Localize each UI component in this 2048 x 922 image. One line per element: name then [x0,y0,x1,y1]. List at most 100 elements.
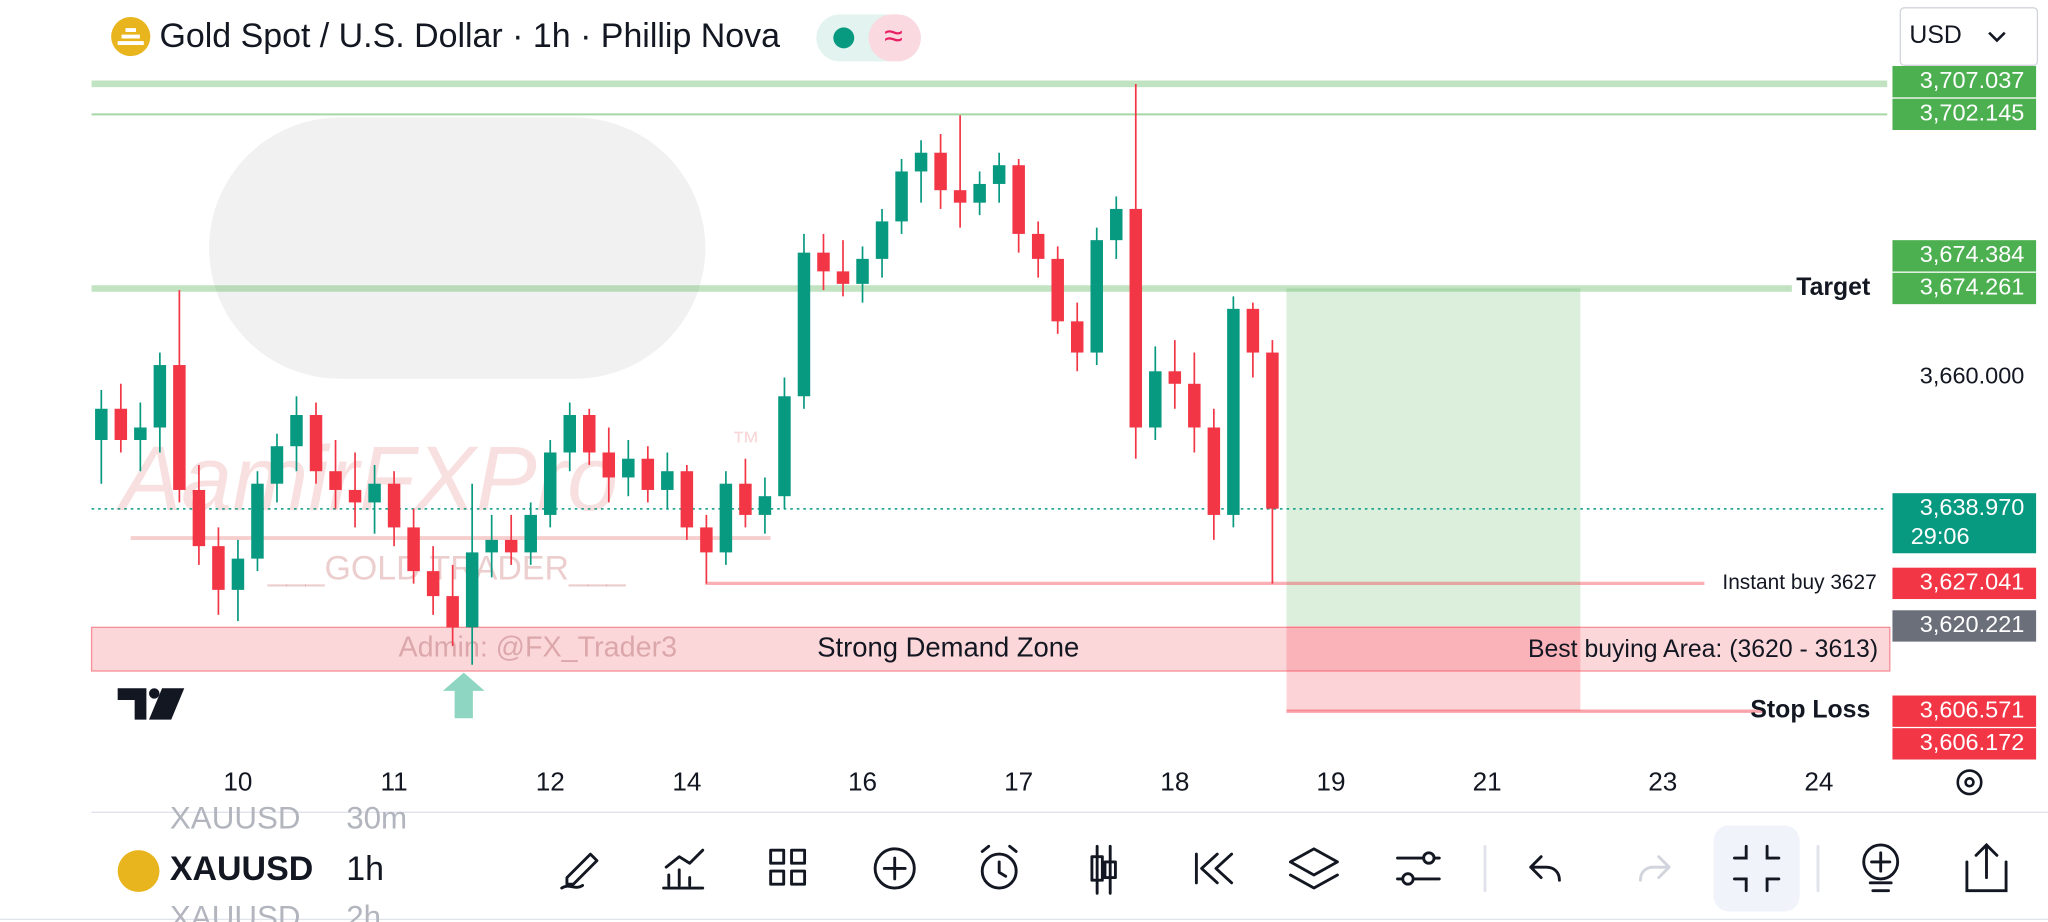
settings-knob[interactable] [1401,872,1415,886]
idea-tool-detail[interactable] [1868,851,1893,893]
candle-body [524,514,537,553]
candle-body [817,252,830,272]
candle-body [504,539,518,553]
candle-body [992,165,1006,184]
candle-body [680,471,694,528]
price-label-box [1892,695,2037,727]
position-loss [1286,625,1581,712]
countdown: 29:06 [1911,523,1970,549]
settings-icon[interactable] [1956,769,1983,796]
fullscreen-button[interactable] [1713,825,1800,912]
toolbar-interval[interactable]: 1h [346,850,384,888]
candle-body [114,408,128,440]
price-label: 3,702.145 [1920,100,2025,126]
candle-body [973,183,986,203]
prev-interval[interactable]: 30m [346,800,407,835]
candle-body [270,446,284,484]
candle-body [1031,233,1045,259]
line-text: Stop Loss [1750,697,1870,724]
prev-symbol[interactable]: XAUUSD [170,800,301,835]
candle-body [1012,165,1025,234]
x-tick-label: 21 [1473,766,1502,796]
price-label-box [1892,567,2037,600]
collapse-icon[interactable] [1732,844,1781,893]
candle-body [739,483,752,515]
candle-body [602,452,616,478]
candle-body [836,271,850,284]
layout-tool[interactable] [769,848,807,886]
candle-body [1246,308,1260,353]
settings-icon-center[interactable] [1964,777,1975,788]
indicator-toggle-right[interactable] [868,14,921,62]
candle-body [543,452,557,515]
currency-select[interactable] [1899,7,2039,66]
candle-body [758,496,772,515]
currency-label[interactable]: USD [1909,22,1961,49]
chart-type-tool[interactable] [1090,844,1117,895]
tv-logo-dot [149,688,160,699]
candle-body [153,365,167,428]
redo-tool[interactable] [1638,855,1671,882]
line-text: Instant buy 3627 [1722,571,1876,594]
candle-body [661,471,674,490]
candle-body [485,539,498,553]
watermark: Admin: @FX_Trader3 [398,632,677,664]
candle-body [1207,427,1221,515]
plot-area: AamirFXPro ™ ___GOLD TRADER___ Admin: @FX_T… [90,66,2037,796]
candle-body [1188,383,1201,428]
add-tool-plus[interactable] [882,856,907,881]
bull-watermark [209,117,706,379]
alert-tool[interactable] [980,852,1018,890]
idea-tool[interactable] [1862,843,1900,881]
candle-body [700,527,713,553]
candle-body [1070,321,1084,353]
candle-body [583,415,596,453]
candle-body [348,489,362,503]
price-label: 3,620.221 [1920,611,2025,637]
candle-body [1129,208,1143,428]
candle-body [1090,240,1103,353]
candle-body [465,552,479,628]
price-label-box [1892,272,2037,305]
price-label-box [1892,493,2037,554]
candle-body [1266,352,1279,509]
x-tick-label: 23 [1648,766,1677,796]
candle-body [192,489,206,547]
candle-body [387,483,401,528]
candle-body [368,483,381,503]
y-tick-label: 3,660.000 [1920,363,2025,389]
candle-body [914,152,928,172]
zone-note: Best buying Area: (3620 - 3613) [1528,636,1878,663]
candle-body [1227,308,1240,515]
next-symbol[interactable]: XAUUSD [170,900,301,922]
candle-body [290,415,303,447]
arrow-marker [442,672,485,719]
price-label-box [1892,66,2037,98]
alert-tool-hands[interactable] [980,844,1018,878]
x-tick-label: 12 [536,766,565,796]
indicators-tool[interactable] [662,848,705,890]
share-tool[interactable] [1965,842,2008,893]
toolbar-symbol[interactable]: XAUUSD [170,850,313,888]
candle-body [875,221,889,259]
undo-tool[interactable] [1529,855,1561,882]
price-label-box [1892,610,2037,642]
add-tool[interactable] [873,847,916,890]
candle-body [641,458,655,490]
replay-tool[interactable] [1194,852,1234,885]
indicator-symbol[interactable]: ≈ [884,17,903,55]
candle-body [719,483,733,553]
price-label: 3,674.261 [1920,274,2025,300]
price-label: 3,707.037 [1920,67,2025,93]
layers-tool[interactable] [1288,847,1339,890]
candle-body [856,258,869,284]
watermark: AamirFXPro [115,428,618,530]
watermark: ™ [731,427,760,459]
next-interval[interactable]: 2h [346,900,381,922]
settings-knob[interactable] [1422,851,1436,865]
candle-body [953,190,967,203]
candle-body [1110,208,1123,241]
symbol-icon-bars [117,28,144,46]
draw-tool[interactable] [560,852,599,890]
